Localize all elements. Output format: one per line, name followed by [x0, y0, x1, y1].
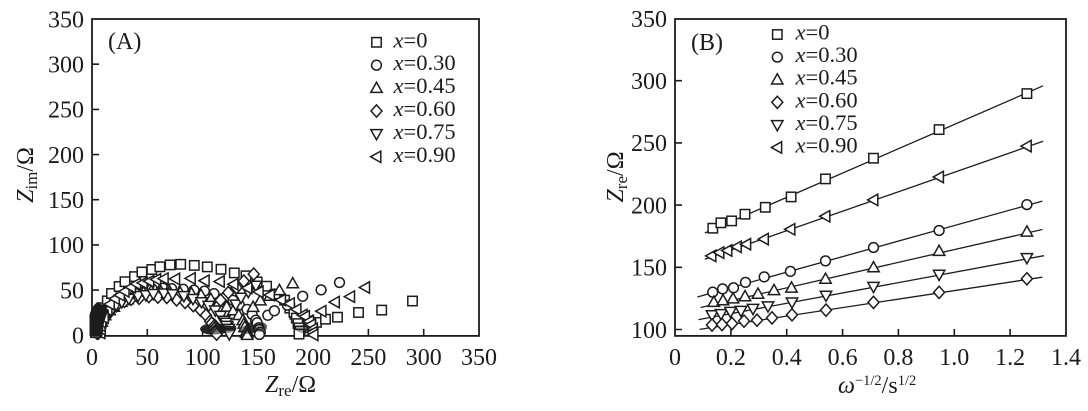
svg-text:200: 200	[48, 143, 84, 169]
svg-text:x=0.90: x=0.90	[393, 142, 456, 167]
svg-text:x=0.90: x=0.90	[795, 133, 858, 158]
svg-text:250: 250	[350, 345, 386, 371]
svg-text:200: 200	[631, 193, 667, 219]
svg-text:ω−1/2/s1/2: ω−1/2/s1/2	[838, 373, 916, 399]
svg-text:x=0.30: x=0.30	[795, 42, 858, 67]
svg-text:0: 0	[669, 345, 681, 371]
svg-text:1.2: 1.2	[995, 345, 1025, 371]
svg-text:1.4: 1.4	[1051, 345, 1081, 371]
svg-text:(A): (A)	[108, 29, 141, 55]
svg-text:0.6: 0.6	[828, 345, 858, 371]
svg-text:x=0.75: x=0.75	[393, 119, 456, 144]
svg-text:250: 250	[48, 98, 84, 124]
svg-text:150: 150	[240, 345, 276, 371]
svg-text:200: 200	[295, 345, 331, 371]
svg-text:250: 250	[631, 131, 667, 157]
svg-text:100: 100	[48, 233, 84, 259]
svg-text:350: 350	[461, 345, 497, 371]
svg-text:Zim/Ω: Zim/Ω	[13, 147, 41, 203]
svg-text:x=0.45: x=0.45	[795, 65, 858, 90]
svg-text:Zre/Ω: Zre/Ω	[265, 372, 316, 400]
svg-text:150: 150	[631, 256, 667, 282]
svg-text:100: 100	[631, 318, 667, 344]
svg-text:0.8: 0.8	[883, 345, 913, 371]
svg-text:350: 350	[48, 7, 84, 33]
svg-text:100: 100	[185, 345, 221, 371]
svg-text:300: 300	[631, 69, 667, 95]
svg-text:0.4: 0.4	[772, 345, 802, 371]
svg-text:x=0: x=0	[393, 27, 428, 52]
svg-text:150: 150	[48, 188, 84, 214]
svg-text:0: 0	[72, 324, 84, 350]
svg-text:1.0: 1.0	[939, 345, 969, 371]
svg-text:(B): (B)	[691, 30, 723, 56]
svg-text:0: 0	[86, 345, 98, 371]
svg-text:50: 50	[135, 345, 159, 371]
svg-text:50: 50	[60, 278, 84, 304]
svg-text:350: 350	[631, 7, 667, 33]
svg-text:300: 300	[48, 53, 84, 79]
svg-text:x=0.75: x=0.75	[795, 110, 858, 135]
svg-text:x=0: x=0	[795, 20, 830, 45]
svg-text:x=0.30: x=0.30	[393, 50, 456, 75]
svg-text:x=0.45: x=0.45	[393, 73, 456, 98]
svg-text:x=0.60: x=0.60	[393, 96, 456, 121]
svg-text:x=0.60: x=0.60	[795, 87, 858, 112]
svg-text:300: 300	[406, 345, 442, 371]
svg-text:Zre/Ω: Zre/Ω	[603, 151, 631, 202]
svg-text:0.2: 0.2	[716, 345, 746, 371]
